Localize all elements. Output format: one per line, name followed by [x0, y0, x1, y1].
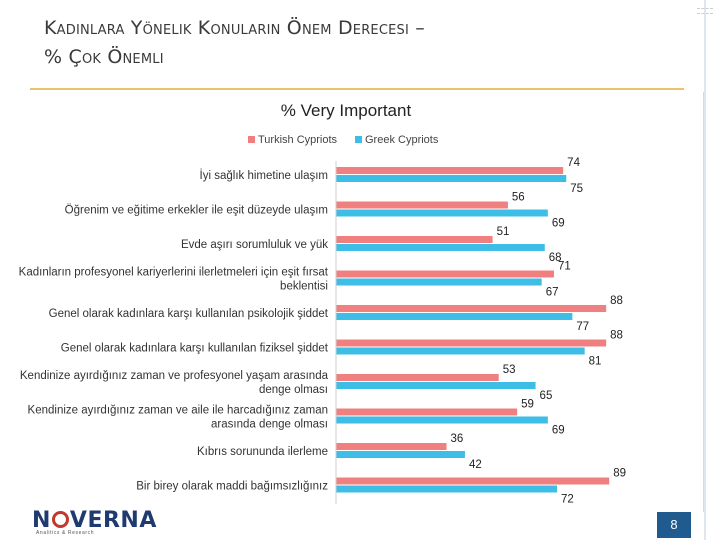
legend-label-0: Turkish Cypriots — [258, 134, 338, 146]
bar-turkish-9 — [336, 477, 610, 485]
legend-swatch-1 — [355, 136, 362, 143]
category-label-5-0: Genel olarak kadınlara karşı kullanılan … — [61, 343, 329, 355]
slide-title: Kadınlara Yönelik Konuların Önem Dereces… — [44, 14, 664, 72]
bar-greek-6 — [336, 382, 536, 389]
bar-greek-0 — [336, 175, 567, 182]
category-label-8-0: Kıbrıs sorununda ilerleme — [197, 446, 328, 458]
category-label-1-0: Öğrenim ve eğitime erkekler ile eşit düz… — [65, 205, 328, 217]
chart-title: % Very Important — [281, 101, 412, 120]
value-label-turkish-8: 36 — [451, 433, 464, 445]
category-label-7-1: arasında denge olması — [211, 419, 328, 431]
value-label-turkish-4: 88 — [610, 295, 623, 307]
value-label-turkish-7: 59 — [521, 399, 534, 411]
value-label-turkish-9: 89 — [613, 468, 626, 480]
value-label-greek-7: 69 — [552, 425, 565, 437]
value-label-greek-4: 77 — [576, 321, 589, 333]
page-number: 8 — [657, 512, 691, 538]
legend-swatch-0 — [248, 136, 255, 143]
bar-greek-9 — [336, 485, 558, 493]
bar-greek-3 — [336, 278, 542, 286]
bar-greek-4 — [336, 313, 573, 320]
value-label-greek-3: 67 — [546, 287, 559, 299]
value-label-turkish-0: 74 — [567, 157, 580, 169]
bar-turkish-5 — [336, 339, 607, 347]
value-label-greek-0: 75 — [570, 183, 583, 195]
value-label-greek-8: 42 — [469, 459, 482, 471]
category-label-2-0: Evde aşırı sorumluluk ve yük — [181, 239, 328, 251]
noverna-logo: N VERNA — [32, 508, 157, 533]
value-label-turkish-2: 51 — [497, 226, 510, 238]
slide-title-line-2: % Çok Önemli — [44, 46, 164, 68]
bar-turkish-0 — [336, 167, 564, 174]
category-label-0-0: İyi sağlık himetine ulaşım — [200, 169, 328, 182]
value-label-greek-5: 81 — [589, 356, 602, 368]
bar-greek-1 — [336, 209, 548, 217]
bar-turkish-4 — [336, 305, 607, 312]
category-label-6-0: Kendinize ayırdığınız zaman ve profesyon… — [20, 370, 329, 382]
category-label-6-1: denge olması — [259, 384, 328, 396]
category-label-3-0: Kadınların profesyonel kariyerlerini ile… — [19, 267, 329, 279]
category-label-4-0: Genel olarak kadınlara karşı kullanılan … — [49, 308, 329, 320]
bar-greek-5 — [336, 347, 585, 355]
bar-greek-2 — [336, 244, 545, 251]
category-label-7-0: Kendinize ayırdığınız zaman ve aile ile … — [28, 405, 328, 417]
bar-turkish-7 — [336, 408, 518, 416]
value-label-turkish-1: 56 — [512, 192, 525, 204]
value-label-greek-9: 72 — [561, 494, 574, 506]
logo-subtitle: Analitics & Research — [36, 530, 95, 536]
bar-turkish-1 — [336, 201, 508, 209]
bar-greek-7 — [336, 416, 548, 424]
category-label-3-1: beklentisi — [280, 281, 328, 293]
bar-greek-8 — [336, 451, 465, 458]
bar-turkish-8 — [336, 443, 447, 450]
title-rule — [30, 88, 684, 90]
logo-o-ring — [51, 511, 69, 528]
category-label-9-0: Bir birey olarak maddi bağımsızlığınız — [136, 481, 328, 493]
bar-turkish-2 — [336, 236, 493, 243]
frame-border — [704, 0, 706, 540]
frame-decoration — [697, 8, 713, 14]
chart-container: % Very Important Turkish Cypriots Greek Cy… — [0, 92, 704, 512]
logo-rest: VERNA — [69, 508, 157, 533]
bar-turkish-3 — [336, 270, 554, 278]
logo-n: N — [32, 508, 51, 533]
legend-label-1: Greek Cypriots — [365, 134, 439, 146]
bar-chart: % Very Important Turkish Cypriots Greek Cy… — [19, 101, 626, 506]
value-label-turkish-5: 88 — [610, 330, 623, 342]
value-label-greek-1: 69 — [552, 218, 565, 230]
value-label-turkish-6: 53 — [503, 364, 516, 376]
slide-title-line-1: Kadınlara Yönelik Konuların Önem Dereces… — [44, 17, 425, 39]
bar-turkish-6 — [336, 374, 499, 381]
value-label-greek-2: 68 — [549, 252, 562, 264]
value-label-turkish-3: 71 — [558, 261, 571, 273]
value-label-greek-6: 65 — [540, 390, 553, 402]
